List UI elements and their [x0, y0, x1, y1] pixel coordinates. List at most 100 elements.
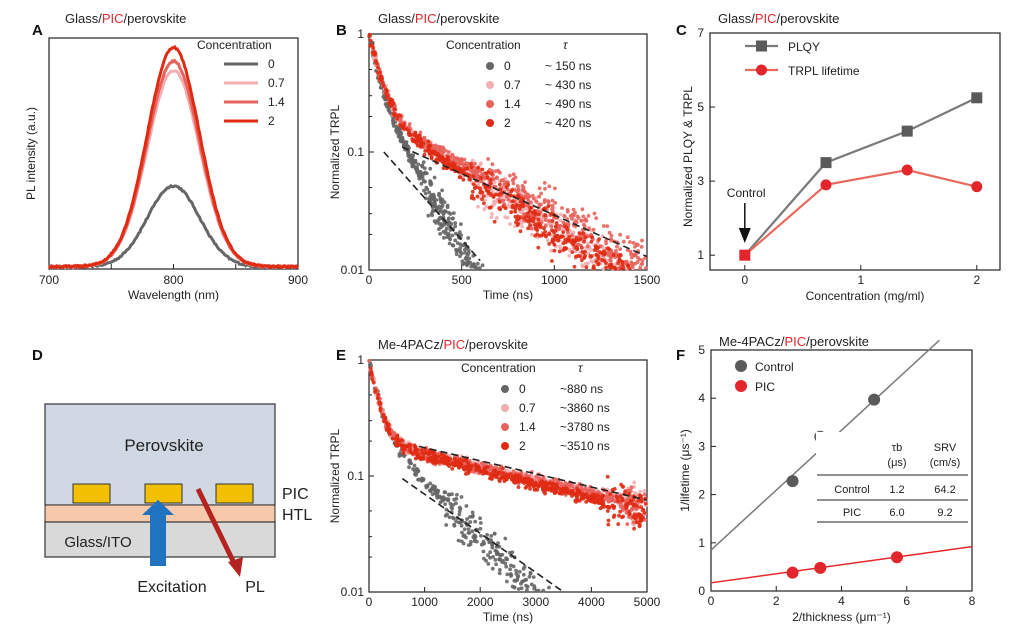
panel-a-title-part-0: Glass/	[65, 11, 102, 26]
panel-b-legend-tau-value: ~ 490 ns	[545, 97, 591, 111]
panel-e-point	[631, 514, 636, 519]
panel-e-point	[461, 458, 466, 463]
panel-c-ylabel: Normalized PLQY & TRPL	[681, 86, 695, 227]
panel-b-point	[523, 180, 527, 185]
panel-b-title-part-2: /perovskite	[437, 11, 500, 26]
panel-b-point	[604, 241, 608, 246]
panel-b-point	[531, 196, 536, 201]
panel-f-ytick-label: 5	[698, 343, 705, 357]
panel-b-point	[511, 172, 516, 177]
panel-b-point	[459, 251, 464, 256]
panel-b-point	[429, 156, 434, 161]
panel-e-point	[494, 465, 498, 470]
panel-e-point	[547, 585, 551, 590]
panel-b-point	[543, 206, 547, 211]
panel-e-point	[643, 501, 648, 506]
panel-b-point	[415, 170, 420, 175]
panel-e-xtick-label: 5000	[634, 595, 661, 609]
panel-b-point	[476, 182, 481, 187]
panel-e-point	[478, 516, 482, 521]
panel-e-ytick-label: 0.01	[341, 585, 365, 599]
panel-b-point	[460, 243, 465, 248]
panel-e-point	[454, 519, 458, 524]
panel-b-point	[421, 179, 426, 183]
panel-e-point	[528, 487, 532, 491]
panel-b-point	[470, 189, 475, 194]
panel-b-point	[387, 109, 392, 113]
panel-b-point	[437, 156, 441, 161]
panel-f-table-cell: Control	[834, 484, 869, 496]
panel-b-point	[514, 220, 518, 225]
panel-b-point	[567, 237, 571, 242]
panel-b-point	[550, 198, 555, 203]
panel-e-title-part-2: /perovskite	[465, 337, 528, 352]
panel-e-point	[544, 482, 548, 487]
panel-b-point	[557, 249, 562, 254]
panel-e-point	[421, 478, 425, 483]
panel-e-legend-label: 0	[519, 382, 526, 396]
panel-b-point	[498, 182, 502, 187]
panel-b-point	[440, 155, 445, 160]
panel-b-point	[508, 173, 512, 178]
panel-e-point	[449, 462, 454, 466]
panel-e-point	[470, 510, 475, 515]
panel-b-point	[499, 178, 504, 183]
panel-f-table-unit: (cm/s)	[930, 457, 961, 469]
panel-b-point	[630, 264, 635, 269]
panel-e-point	[450, 467, 455, 471]
panel-b-point	[425, 187, 430, 192]
panel-b-point	[391, 124, 396, 128]
panel-e-point	[383, 415, 388, 420]
panel-e-fit-line	[401, 477, 565, 593]
panel-e-point	[639, 505, 644, 509]
panel-b-point	[461, 177, 466, 182]
panel-b-point	[410, 163, 415, 168]
panel-e-point	[414, 473, 418, 477]
panel-b-point	[560, 206, 564, 210]
panel-b-point	[367, 34, 372, 39]
panel-b-point	[628, 249, 633, 254]
panel-b-point	[469, 161, 474, 166]
panel-e-point	[528, 482, 533, 487]
panel-e-point	[642, 492, 647, 497]
panel-b-point	[402, 122, 406, 127]
panel-e-point	[632, 526, 636, 531]
panel-e-point	[466, 461, 471, 466]
panel-e-point	[641, 507, 646, 512]
panel-b-point	[644, 266, 648, 270]
panel-e-point	[479, 469, 484, 474]
panel-b-xlabel: Time (ns)	[483, 288, 533, 302]
panel-b-point	[550, 219, 555, 223]
panel-b-point	[484, 194, 489, 198]
panel-b-point	[528, 223, 532, 228]
panel-f-xtick-label: 6	[903, 594, 910, 608]
panel-e-xtick-label: 2000	[467, 595, 494, 609]
panel-e-point	[517, 473, 522, 478]
panel-e-point	[519, 586, 524, 591]
panel-e-point	[607, 499, 611, 504]
panel-e-point	[401, 451, 406, 455]
panel-b-point	[536, 245, 541, 250]
panel-b-point	[520, 224, 524, 229]
panel-b-legend-tau-value: ~ 430 ns	[545, 78, 591, 92]
panel-b-point	[445, 205, 450, 210]
panel-e-point	[367, 359, 371, 363]
panel-b-point	[583, 218, 587, 223]
panel-e-point	[559, 481, 563, 486]
panel-e-point	[444, 523, 449, 527]
panel-e-point	[489, 534, 494, 538]
panel-b-point	[537, 186, 542, 191]
panel-e-point	[511, 469, 516, 474]
panel-b-point	[547, 219, 551, 223]
panel-b-point	[374, 61, 379, 65]
panel-b-point	[568, 214, 573, 218]
panel-e-point	[638, 489, 643, 494]
panel-c-plqy-marker	[901, 125, 913, 137]
panel-e-point	[386, 426, 391, 431]
panel-e-legend-tau-value: ~3780 ns	[560, 420, 610, 434]
panel-b-point	[428, 166, 433, 171]
panel-b-point	[553, 228, 558, 233]
panel-b-point	[583, 249, 587, 254]
panel-b-point	[577, 231, 582, 236]
panel-b-point	[398, 132, 403, 137]
